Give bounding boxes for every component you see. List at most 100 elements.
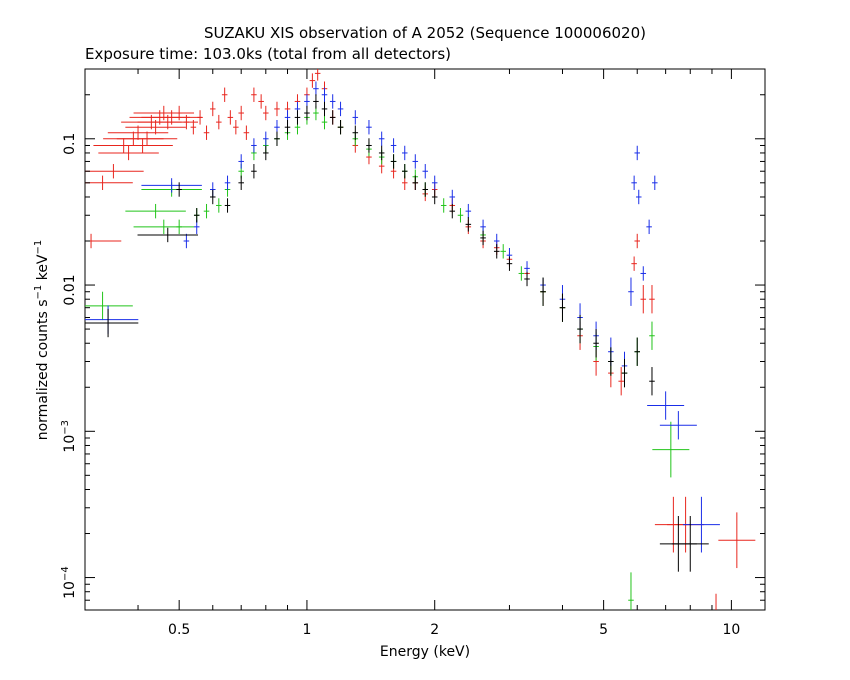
data-point bbox=[116, 131, 178, 146]
data-point bbox=[329, 94, 336, 109]
x-tick-label: 5 bbox=[599, 622, 608, 638]
data-point bbox=[112, 138, 173, 153]
data-point bbox=[133, 219, 195, 235]
data-point bbox=[440, 198, 447, 213]
data-point bbox=[390, 138, 397, 153]
data-point bbox=[412, 175, 419, 191]
data-point bbox=[715, 593, 717, 610]
data-point bbox=[577, 314, 583, 344]
data-point bbox=[183, 233, 190, 249]
data-point bbox=[401, 145, 408, 161]
data-point bbox=[593, 329, 599, 358]
data-point bbox=[125, 203, 186, 219]
data-point bbox=[631, 175, 637, 191]
data-point bbox=[85, 164, 144, 179]
x-tick-label: 0.5 bbox=[168, 622, 190, 638]
data-point bbox=[718, 512, 756, 569]
y-axis-label-main: normalized counts s bbox=[35, 299, 51, 440]
data-point bbox=[329, 110, 336, 125]
data-point bbox=[183, 114, 190, 130]
data-point bbox=[366, 120, 372, 135]
data-point bbox=[85, 291, 133, 321]
data-point bbox=[649, 367, 655, 396]
data-point bbox=[635, 189, 642, 205]
data-point bbox=[493, 244, 500, 259]
data-point bbox=[449, 189, 456, 205]
data-point bbox=[634, 337, 640, 366]
data-point bbox=[210, 101, 216, 117]
data-point bbox=[107, 125, 169, 140]
data-point bbox=[431, 175, 438, 191]
data-point bbox=[646, 219, 652, 235]
data-point bbox=[238, 105, 244, 121]
data-point bbox=[224, 198, 231, 213]
x-axis-label: Energy (keV) bbox=[380, 644, 470, 660]
data-point bbox=[176, 182, 182, 197]
data-point bbox=[431, 189, 438, 205]
data-point bbox=[221, 87, 228, 102]
data-point bbox=[634, 145, 640, 161]
data-point bbox=[203, 125, 210, 140]
data-point bbox=[500, 244, 506, 259]
data-point bbox=[227, 110, 234, 125]
data-point bbox=[457, 208, 464, 223]
data-point bbox=[98, 145, 159, 161]
chart-title: SUZAKU XIS observation of A 2052 (Sequen… bbox=[204, 24, 646, 42]
data-point bbox=[671, 516, 709, 572]
data-point bbox=[649, 321, 655, 350]
data-point bbox=[251, 138, 257, 153]
series-0 bbox=[85, 69, 756, 610]
data-point bbox=[251, 164, 257, 179]
data-point bbox=[321, 101, 328, 117]
data-point bbox=[309, 73, 316, 88]
series-2 bbox=[85, 81, 720, 553]
data-point bbox=[176, 219, 182, 235]
data-point bbox=[176, 105, 182, 121]
data-point bbox=[608, 347, 614, 376]
data-point bbox=[524, 271, 530, 287]
y-axis-label-exp1: −1 bbox=[33, 285, 44, 300]
x-tick-label: 10 bbox=[722, 622, 740, 638]
data-point bbox=[193, 208, 200, 223]
data-point bbox=[390, 154, 397, 169]
data-point bbox=[647, 391, 685, 420]
data-point bbox=[465, 217, 472, 232]
data-point bbox=[378, 145, 385, 161]
data-point bbox=[233, 120, 239, 135]
data-point bbox=[559, 293, 566, 322]
data-point bbox=[352, 125, 359, 140]
data-point bbox=[465, 203, 472, 219]
data-point bbox=[652, 421, 690, 478]
data-point bbox=[449, 203, 456, 219]
chart-subtitle: Exposure time: 103.0ks (total from all d… bbox=[85, 45, 451, 63]
data-point bbox=[203, 203, 210, 219]
data-point bbox=[540, 277, 546, 306]
data-point bbox=[85, 308, 139, 338]
data-point bbox=[274, 101, 280, 117]
data-point bbox=[313, 81, 319, 96]
data-point bbox=[258, 94, 264, 109]
data-point bbox=[251, 87, 257, 102]
data-point bbox=[304, 105, 310, 121]
data-point bbox=[422, 182, 429, 197]
x-axis: 0.5 1 2 5 10 bbox=[84, 69, 740, 638]
data-point bbox=[378, 131, 385, 146]
data-point bbox=[274, 131, 280, 146]
data-point bbox=[85, 233, 122, 249]
data-point bbox=[141, 110, 202, 125]
data-point bbox=[659, 411, 697, 440]
data-point bbox=[321, 114, 328, 130]
data-point bbox=[197, 110, 203, 125]
data-point bbox=[141, 178, 202, 193]
data-point bbox=[238, 154, 244, 169]
data-point bbox=[628, 572, 634, 610]
data-point bbox=[631, 256, 637, 271]
data-point bbox=[313, 94, 319, 109]
data-point bbox=[294, 110, 301, 125]
data-point bbox=[621, 358, 628, 388]
data-point bbox=[314, 69, 321, 81]
data-point bbox=[137, 227, 198, 243]
data-point bbox=[210, 189, 216, 205]
data-point bbox=[190, 120, 197, 135]
